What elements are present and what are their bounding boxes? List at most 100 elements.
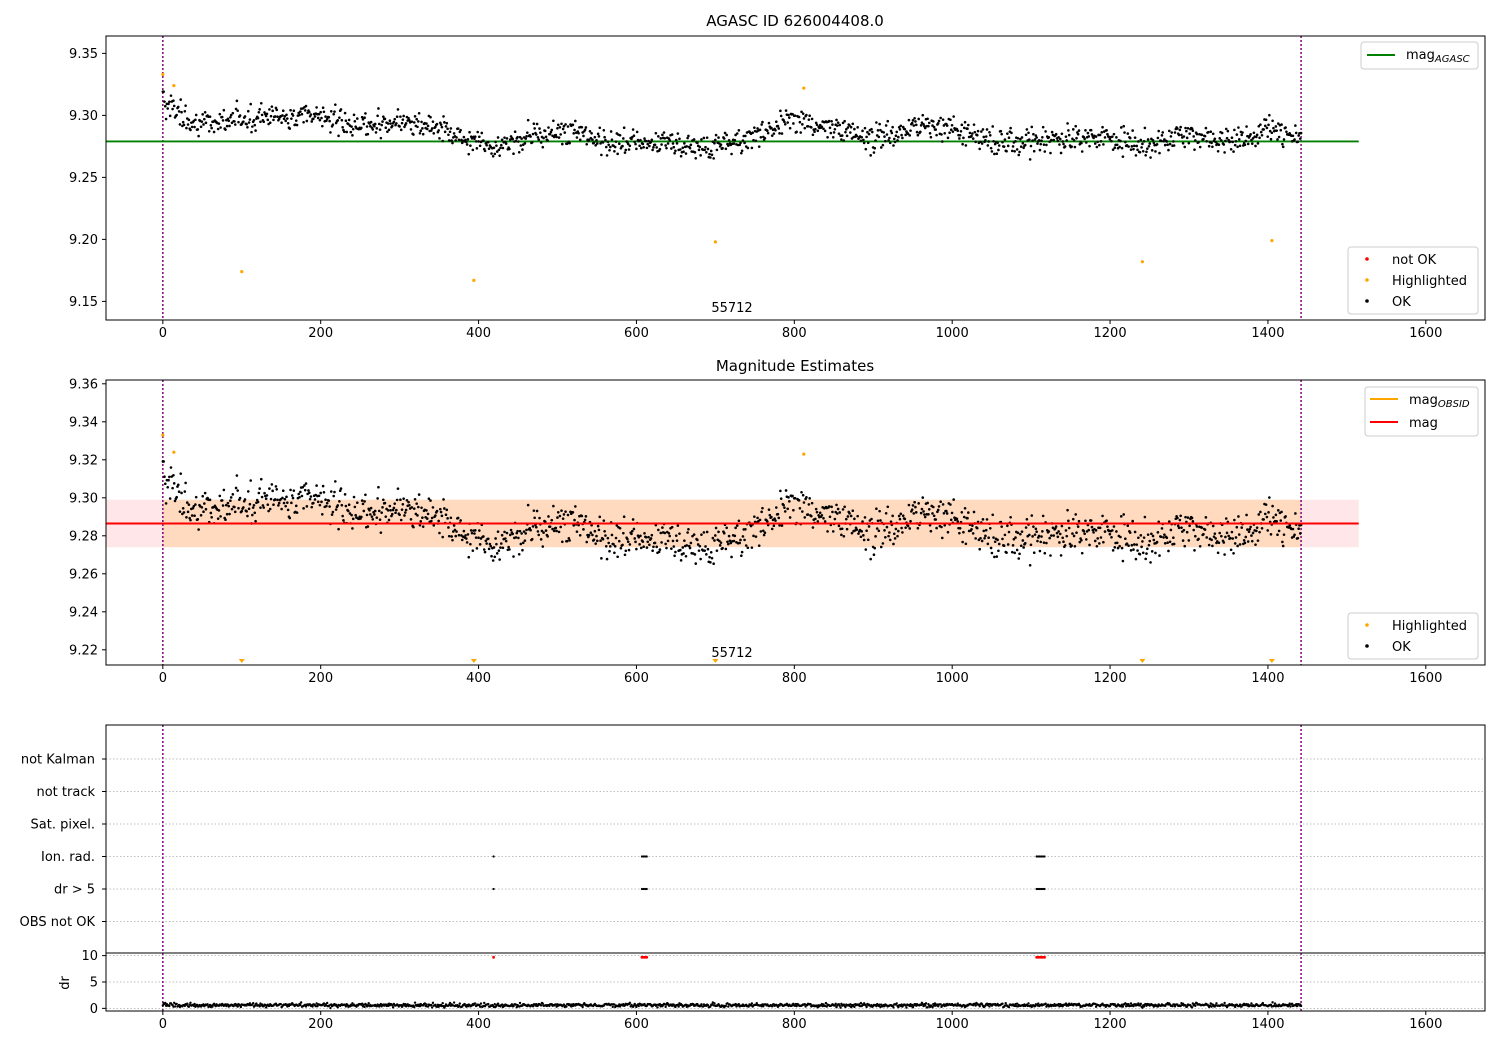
ok-point [592, 141, 596, 144]
ok-point [572, 132, 576, 135]
ok-point [1244, 139, 1248, 143]
ok-point [277, 504, 280, 507]
ok-point [679, 154, 683, 158]
ok-point [489, 544, 493, 548]
ok-point [855, 134, 859, 138]
ok-point [862, 141, 866, 145]
ok-point [554, 526, 558, 530]
ok-point [584, 515, 588, 518]
ok-point [466, 533, 470, 536]
ok-point [1020, 530, 1024, 533]
ok-point [425, 509, 428, 512]
ok-point [1214, 537, 1217, 540]
ok-point [277, 117, 281, 121]
ok-point [447, 526, 450, 529]
panel2-title: Magnitude Estimates [716, 357, 874, 375]
ok-point [641, 142, 645, 146]
ok-point [180, 491, 183, 495]
panel1-annotation: 55712 [711, 301, 752, 316]
ok-point [1089, 128, 1093, 132]
ok-point [613, 145, 617, 149]
ok-point [780, 132, 784, 135]
ok-point [246, 125, 249, 129]
ok-point [652, 545, 655, 549]
ok-point [818, 511, 822, 515]
ok-point [896, 139, 899, 142]
ok-point [1032, 551, 1036, 554]
dr-point [1295, 1004, 1299, 1008]
ok-point [833, 517, 837, 521]
ok-point [910, 121, 914, 125]
ok-point [469, 144, 472, 147]
dr-point [865, 1005, 868, 1009]
ok-point [1021, 539, 1025, 542]
ok-point [869, 154, 872, 157]
ok-point [993, 152, 996, 156]
ok-point [1071, 517, 1075, 521]
ok-point [1160, 527, 1164, 530]
dr-point [565, 1005, 568, 1008]
ok-point [949, 503, 952, 506]
panel2-xtick-label: 600 [624, 671, 649, 686]
ok-point [709, 551, 713, 554]
ok-point [774, 129, 777, 132]
ok-point [1281, 145, 1285, 149]
ok-point [778, 524, 781, 527]
ok-point [222, 108, 226, 112]
ok-point [460, 141, 464, 145]
ok-point [1285, 130, 1288, 134]
ok-point [835, 503, 838, 507]
ok-point [1041, 125, 1045, 129]
ok-point [1139, 138, 1143, 142]
ok-point [351, 517, 355, 521]
ok-point [1168, 540, 1172, 544]
dr-point [531, 1005, 535, 1008]
ok-point [1141, 540, 1144, 543]
ok-point [1205, 536, 1209, 539]
ok-point [706, 547, 710, 551]
ok-point [1276, 509, 1280, 512]
ok-point [1249, 525, 1252, 529]
ok-point [753, 515, 756, 518]
ok-point [1126, 524, 1130, 527]
ok-point [1162, 536, 1165, 539]
ok-point [395, 508, 398, 512]
ok-point [813, 130, 816, 134]
ok-point [1265, 515, 1269, 519]
ok-point [249, 102, 253, 106]
ok-point [1188, 524, 1191, 528]
ok-point [875, 507, 878, 511]
ok-point [859, 535, 863, 539]
ok-point [766, 520, 769, 523]
ok-point [786, 507, 789, 511]
panel1-xtick-label: 600 [624, 326, 649, 341]
ok-point [446, 127, 449, 131]
dr-point [562, 1003, 566, 1006]
dr-point [1132, 1004, 1135, 1008]
ok-point [1169, 135, 1173, 138]
ok-point [373, 124, 376, 128]
ok-point [609, 545, 612, 548]
ok-point [430, 127, 434, 130]
ok-point [1038, 549, 1042, 553]
ok-point [709, 149, 713, 153]
ok-point [421, 516, 424, 519]
ok-point [899, 124, 903, 128]
ok-point [770, 527, 774, 531]
ok-point [948, 131, 951, 134]
ok-point [176, 483, 180, 487]
ok-point [183, 109, 187, 113]
ok-point [1172, 140, 1175, 143]
ok-point [275, 487, 279, 491]
ok-point [973, 130, 977, 134]
ok-point [490, 554, 493, 558]
ok-point [972, 510, 976, 514]
ok-point [1260, 133, 1264, 137]
ok-point [712, 157, 715, 160]
ok-point [940, 525, 943, 529]
ok-point [1146, 547, 1149, 551]
ok-point [242, 120, 245, 123]
ok-point [194, 495, 198, 499]
ok-point [524, 137, 528, 140]
ok-point [1243, 143, 1247, 147]
